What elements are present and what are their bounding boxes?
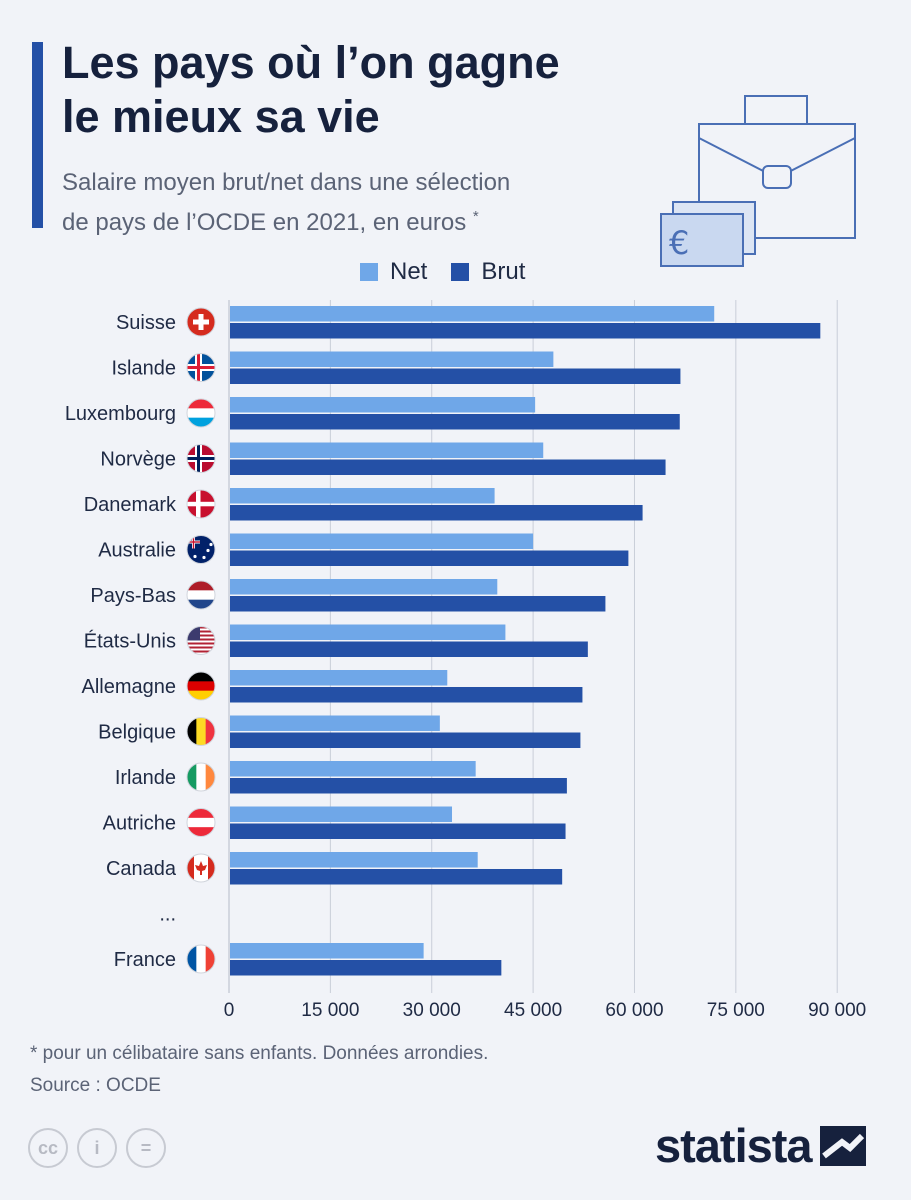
category-label: Australie: [98, 540, 176, 562]
bar-net: [230, 624, 506, 640]
creative-commons-icon: cc: [28, 1128, 68, 1168]
footnote: * pour un célibataire sans enfants. Donn…: [30, 1043, 489, 1064]
legend-swatch-net: [360, 263, 378, 281]
bar-net: [230, 670, 448, 686]
category-label: Pays-Bas: [90, 585, 176, 607]
flag-netherlands-icon: [186, 580, 216, 610]
flag-switzerland-icon: [186, 307, 216, 337]
category-label: Norvège: [100, 449, 176, 471]
bar-brut: [230, 414, 680, 430]
bar-brut: [230, 641, 588, 657]
category-label: Irlande: [115, 767, 176, 789]
page-subtitle: Salaire moyen brut/net dans une sélectio…: [62, 169, 511, 236]
x-tick-label: 15 000: [301, 1000, 359, 1021]
x-tick-label: 90 000: [808, 1000, 866, 1021]
category-label: Allemagne: [81, 676, 176, 698]
bar-net: [230, 533, 534, 549]
attribution-icon: i: [77, 1128, 117, 1168]
euro-symbol: €: [669, 224, 689, 262]
x-tick-label: 60 000: [605, 1000, 663, 1021]
flag-iceland-icon: [186, 353, 216, 382]
bar-brut: [230, 368, 681, 384]
category-label: Suisse: [116, 312, 176, 334]
flag-usa-icon: [186, 626, 216, 655]
flag-australia-icon: [186, 535, 216, 564]
flag-norway-icon: [186, 444, 216, 473]
legend-item-brut: Brut: [451, 258, 525, 286]
flag-germany-icon: [186, 671, 216, 701]
x-tick-label: 75 000: [707, 1000, 765, 1021]
bar-net: [230, 488, 495, 504]
category-label: Autriche: [103, 813, 176, 835]
statista-mark-icon: [819, 1125, 866, 1166]
flag-belgium-icon: [186, 717, 216, 746]
chart-legend: Net Brut: [360, 258, 525, 286]
category-label: Islande: [112, 358, 177, 380]
category-label: Danemark: [84, 494, 177, 516]
flag-luxembourg-icon: [186, 398, 216, 428]
title-accent-bar: [32, 42, 43, 228]
no-derivatives-icon: =: [126, 1128, 166, 1168]
category-label: Belgique: [98, 722, 176, 744]
category-label: ...: [159, 904, 176, 926]
bar-net: [230, 306, 715, 322]
flag-canada-icon: [186, 853, 216, 883]
bar-net: [230, 351, 554, 367]
bar-brut: [230, 778, 567, 794]
bar-brut: [230, 869, 563, 885]
bar-brut: [230, 459, 666, 475]
bar-brut: [230, 550, 629, 566]
statista-logo: statista: [655, 1118, 866, 1173]
bar-net: [230, 397, 536, 413]
source-note: Source : OCDE: [30, 1075, 161, 1096]
bar-net: [230, 852, 478, 868]
briefcase-money-icon: €: [660, 95, 856, 267]
flag-france-icon: [186, 944, 216, 974]
bar-brut: [230, 596, 606, 612]
bar-net: [230, 442, 544, 458]
x-tick-label: 45 000: [504, 1000, 562, 1021]
bar-brut: [230, 960, 502, 976]
bar-net: [230, 806, 453, 822]
page-title: Les pays où l’on gagne le mieux sa vie: [62, 37, 560, 142]
legend-swatch-brut: [451, 263, 470, 281]
bar-chart: 0 15 000 30 000 45 000 60 000 75 000 90 000 Sui…: [65, 300, 866, 1021]
bar-net: [230, 579, 498, 595]
legend-item-net: Net: [360, 258, 427, 286]
category-label: Luxembourg: [65, 403, 176, 425]
license-icons: cc i =: [28, 1128, 166, 1168]
bar-net: [230, 943, 424, 959]
bar-net: [230, 715, 440, 731]
bar-brut: [230, 823, 566, 839]
flag-denmark-icon: [186, 489, 216, 519]
x-tick-label: 30 000: [403, 1000, 461, 1021]
category-label: Canada: [106, 858, 177, 880]
flag-austria-icon: [186, 808, 216, 837]
category-label: États-Unis: [84, 630, 176, 653]
flag-ireland-icon: [186, 762, 216, 792]
category-label: France: [114, 949, 176, 971]
bar-brut: [230, 505, 643, 521]
bar-brut: [230, 323, 821, 339]
bar-net: [230, 761, 476, 777]
bar-brut: [230, 732, 581, 748]
x-tick-label: 0: [224, 1000, 235, 1021]
bar-brut: [230, 687, 583, 703]
